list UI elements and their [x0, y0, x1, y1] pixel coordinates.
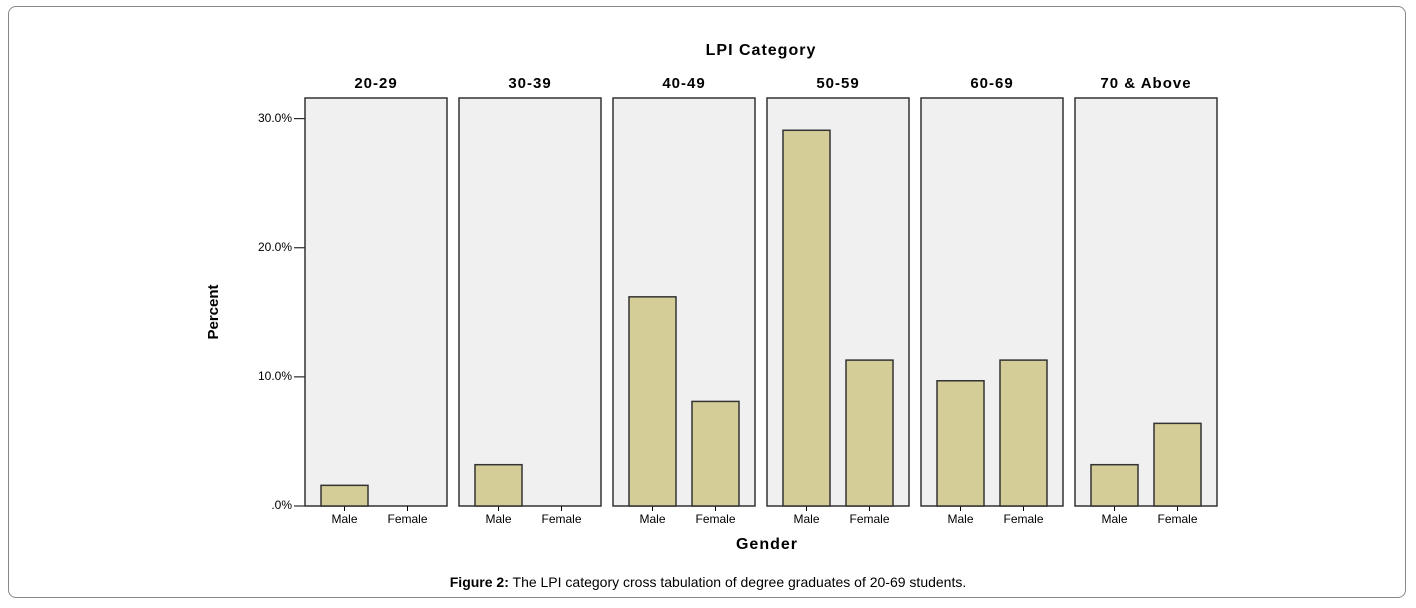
x-tick-label: Female	[1157, 512, 1197, 526]
panel-title: 20-29	[354, 75, 397, 92]
caption: Figure 2: The LPI category cross tabulat…	[0, 574, 1416, 590]
panel	[458, 97, 602, 507]
panel-title: 30-39	[508, 75, 551, 92]
panel-title: 40-49	[662, 75, 705, 92]
bar	[782, 129, 831, 507]
x-tick-label: Male	[793, 512, 819, 526]
x-tick-label: Male	[485, 512, 511, 526]
frame	[8, 6, 1406, 598]
x-axis-label: Gender	[736, 536, 798, 553]
panel-title: 50-59	[816, 75, 859, 92]
bar	[1153, 422, 1202, 507]
x-tick-label: Female	[849, 512, 889, 526]
x-tick-label: Female	[1003, 512, 1043, 526]
y-tick-label: .0%	[271, 498, 292, 512]
bar	[628, 296, 677, 507]
caption-label: Figure 2:	[449, 574, 509, 590]
x-tick-label: Female	[695, 512, 735, 526]
caption-text: The LPI category cross tabulation of deg…	[508, 574, 967, 590]
y-axis-label: Percent	[205, 284, 222, 339]
panel-title: 70 & Above	[1100, 75, 1191, 92]
panel	[304, 97, 448, 507]
bar	[936, 380, 985, 507]
bar	[1090, 463, 1139, 507]
panel-title: 60-69	[970, 75, 1013, 92]
bar	[999, 359, 1048, 507]
bar	[474, 463, 523, 507]
bar	[691, 400, 740, 507]
chart-title: LPI Category	[706, 42, 817, 59]
x-tick-label: Male	[947, 512, 973, 526]
y-tick-label: 30.0%	[258, 111, 292, 125]
y-tick-label: 10.0%	[258, 369, 292, 383]
x-tick-label: Male	[331, 512, 357, 526]
bar	[845, 359, 894, 507]
bar	[320, 484, 369, 507]
x-tick-label: Female	[541, 512, 581, 526]
x-tick-label: Female	[387, 512, 427, 526]
x-tick-label: Male	[1101, 512, 1127, 526]
x-tick-label: Male	[639, 512, 665, 526]
y-tick-label: 20.0%	[258, 240, 292, 254]
